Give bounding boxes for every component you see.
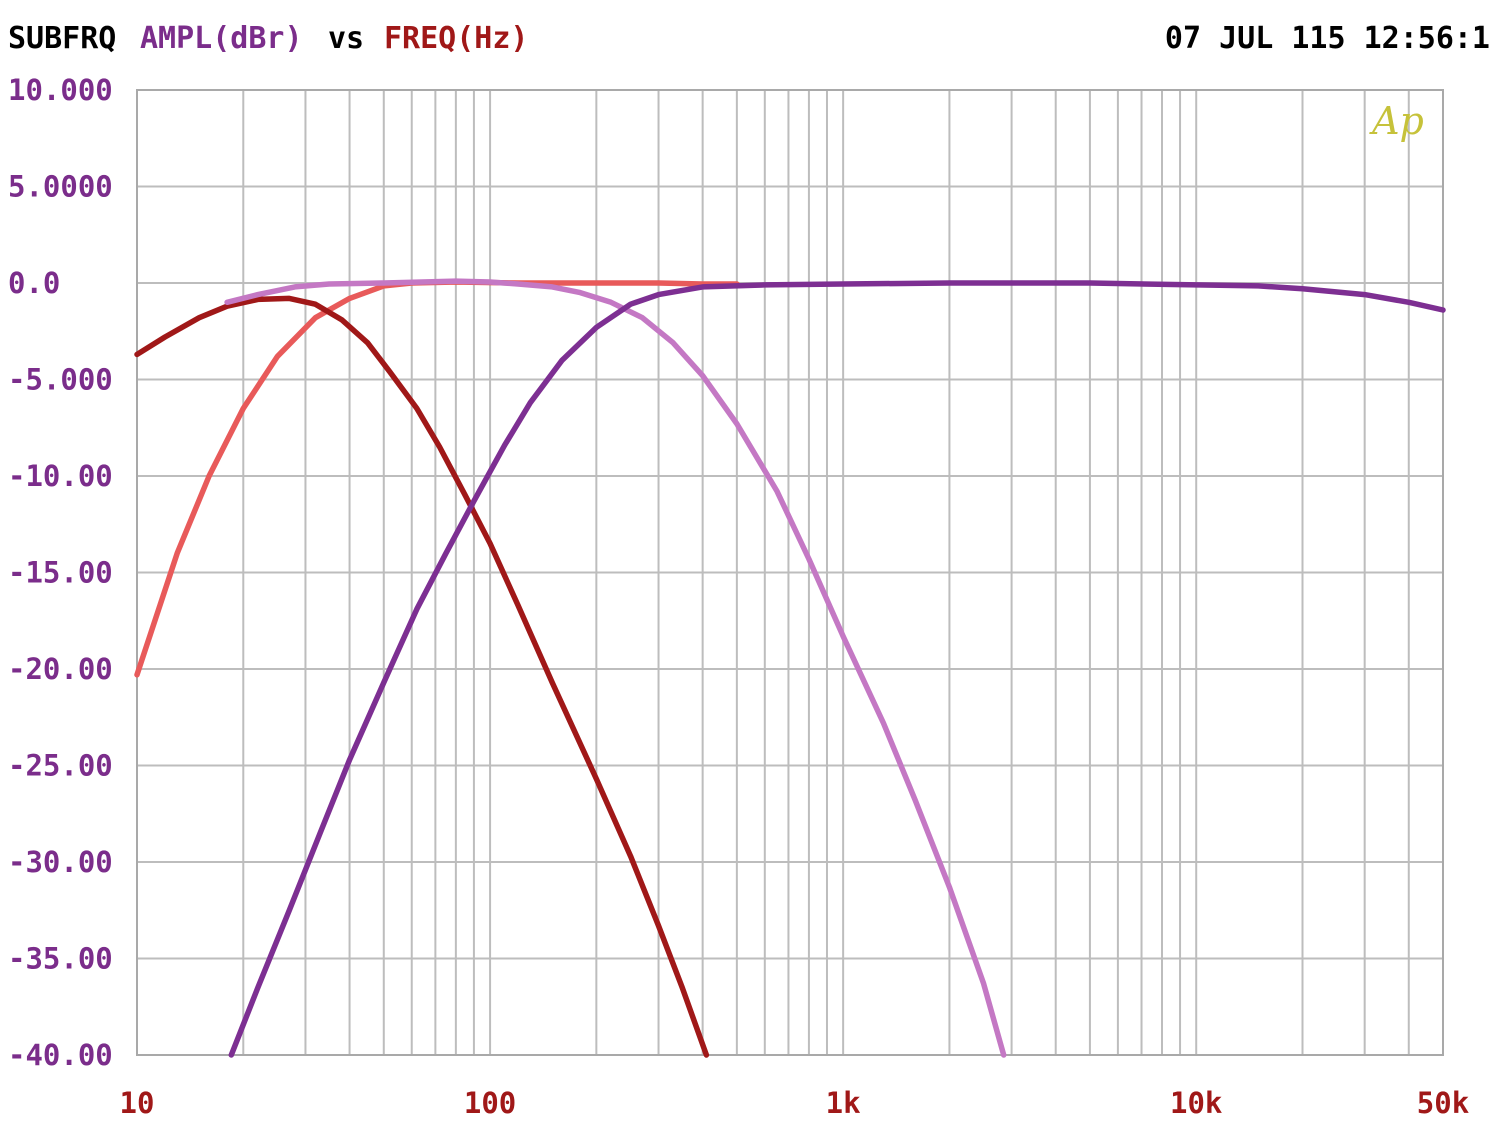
x-tick-label: 10 [120,1086,155,1120]
y-tick-label: 5.0000 [8,170,113,204]
plot-traces [134,278,1446,1058]
timestamp: 07 JUL 115 12:56:1 [1165,21,1490,56]
y-axis-ticks: 10.000 5.0000 0.0 -5.000 -10.00 -15.00 -20.00 -… [8,73,113,1072]
x-quantity-label: FREQ(Hz) [384,21,529,56]
y-tick-label: -40.00 [8,1038,113,1072]
x-tick-label: 10k [1170,1086,1222,1120]
vs-label: vs [328,21,364,56]
y-tick-label: -20.00 [8,652,113,686]
y-tick-label: 10.000 [8,73,113,107]
x-tick-label: 1k [826,1086,861,1120]
y-tick-label: -5.000 [8,363,113,397]
plot-frame [136,89,1444,1056]
trace-label: SUBFRQ [8,21,116,56]
trace-line-2 [134,295,710,1058]
ap-logo: Ap [1369,99,1424,143]
trace-line-4 [228,280,1446,1058]
y-tick-label: -30.00 [8,845,113,879]
y-tick-label: -35.00 [8,942,113,976]
y-tick-label: -15.00 [8,556,113,590]
plot-grid [136,89,1444,1056]
x-tick-label: 50k [1417,1086,1469,1120]
trace-line-3 [224,278,1007,1058]
x-axis-ticks: 10 100 1k 10k 50k [120,1086,1470,1120]
y-tick-label: -25.00 [8,749,113,783]
y-tick-label: 0.0 [8,266,60,300]
y-tick-label: -10.00 [8,459,113,493]
x-tick-label: 100 [464,1086,516,1120]
trace-line-1 [134,279,740,678]
y-quantity-label: AMPL(dBr) [140,21,303,56]
